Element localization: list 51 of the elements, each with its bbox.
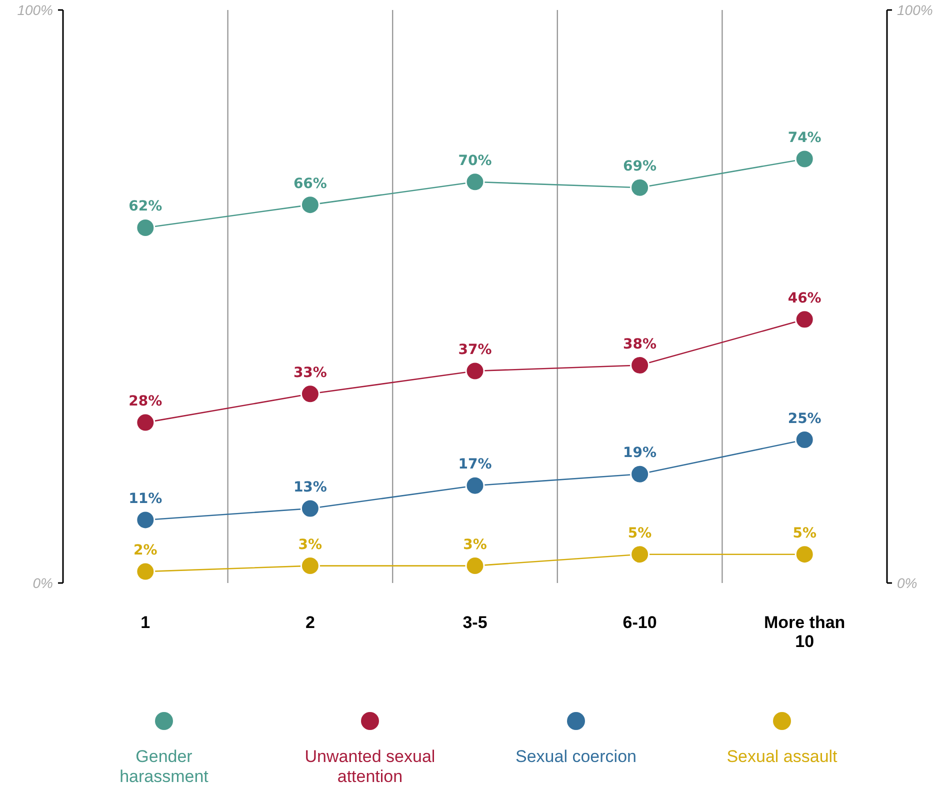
data-label: 46% <box>788 290 822 306</box>
point <box>465 556 485 576</box>
data-label: 19% <box>623 445 657 462</box>
point <box>300 384 320 404</box>
point <box>794 310 814 330</box>
point <box>300 556 320 576</box>
point <box>630 464 650 484</box>
data-label: 3% <box>298 536 322 553</box>
point <box>136 412 156 432</box>
x-tick-label: 2 <box>305 613 315 632</box>
data-label: 62% <box>128 198 162 215</box>
point <box>794 544 814 564</box>
data-label: 70% <box>458 152 492 169</box>
point <box>465 476 485 496</box>
x-tick-label: 6-10 <box>622 613 657 632</box>
legend-label: Unwanted sexual attention <box>304 747 436 786</box>
point <box>300 195 320 215</box>
point <box>630 544 650 564</box>
legend-label: Gender harassment <box>120 747 209 786</box>
x-tick-label: 1 <box>140 613 150 632</box>
legend-label: Sexual assault <box>726 747 838 766</box>
data-label: 5% <box>628 525 652 542</box>
legend-label: Sexual coercion <box>516 747 636 766</box>
x-tick-label: 3-5 <box>462 613 488 632</box>
point <box>465 361 485 381</box>
data-label: 17% <box>458 456 492 473</box>
data-label: 11% <box>128 490 162 507</box>
data-label: 69% <box>623 158 657 175</box>
data-label: 38% <box>623 336 657 352</box>
point <box>136 562 156 582</box>
point <box>136 218 156 238</box>
data-label: 66% <box>293 176 327 192</box>
y2-tick-label: 0% <box>897 575 918 591</box>
data-label: 3% <box>463 536 487 553</box>
data-label: 28% <box>128 394 162 410</box>
point <box>136 510 156 530</box>
data-label: 33% <box>293 364 327 381</box>
data-label: 5% <box>792 525 816 542</box>
data-label: 37% <box>458 342 492 358</box>
point <box>794 149 814 169</box>
data-label: 2% <box>134 542 158 559</box>
point <box>465 172 485 192</box>
data-label: 74% <box>788 130 822 146</box>
y2-tick-label: 100% <box>897 2 933 18</box>
data-label: 25% <box>788 410 822 427</box>
point <box>630 178 650 198</box>
data-label: 13% <box>293 480 327 496</box>
point <box>300 498 320 518</box>
point <box>794 430 814 450</box>
x-tick-label: More than 10 <box>764 613 846 651</box>
point <box>630 356 650 376</box>
